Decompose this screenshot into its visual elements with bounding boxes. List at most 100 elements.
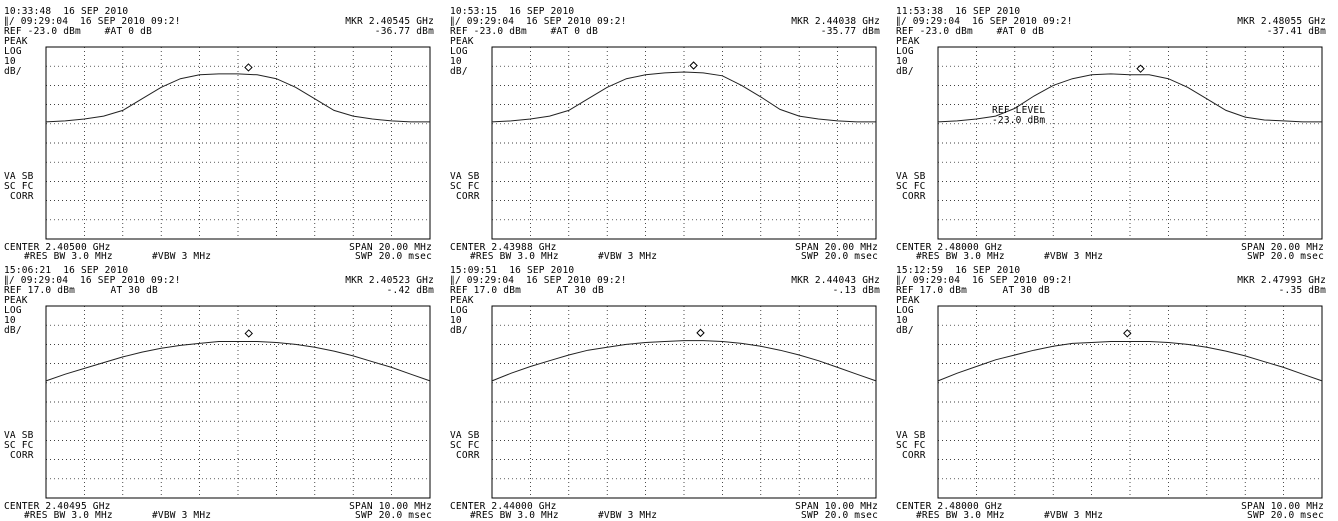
va-sb-label: VA SB [896, 430, 926, 441]
sub-timestamp: ∥∕ 09:29:04 16 SEP 2010 09:2! [4, 16, 181, 27]
va-sb-label: VA SB [4, 171, 34, 182]
marker-diamond-icon [689, 61, 698, 70]
spectrum-svg [491, 46, 877, 240]
hp-logo-icon: ∥∕ [4, 275, 15, 286]
marker-frequency: MKR 2.44043 GHz [791, 275, 880, 286]
corr-label: CORR [902, 450, 926, 461]
sub-timestamp: ∥∕ 09:29:04 16 SEP 2010 09:2! [896, 275, 1073, 286]
scale-label: 10 [450, 315, 462, 326]
frequency-span: SPAN 10.00 MHz [349, 501, 432, 512]
spectrum-plot [491, 305, 877, 499]
spectrum-trace [491, 71, 876, 123]
spectrum-svg [45, 46, 431, 240]
sc-fc-label: SC FC [450, 181, 480, 192]
center-frequency: CENTER 2.48000 GHz [896, 501, 1003, 512]
spectrum-trace [45, 341, 431, 382]
sweep-time: SWP 20.0 msec [1247, 510, 1324, 521]
unit-label: dB/ [450, 325, 468, 336]
log-label: LOG [4, 46, 22, 57]
reference-line: REF 17.0 dBm AT 30 dB [450, 285, 604, 296]
sweep-time: SWP 20.0 msec [355, 510, 432, 521]
resolution-bandwidth: #RES BW 3.0 MHz [24, 510, 113, 521]
marker-diamond-icon [696, 328, 705, 338]
reference-line: REF 17.0 dBm AT 30 dB [896, 285, 1050, 296]
spectrum-trace [937, 341, 1323, 382]
video-bandwidth: #VBW 3 MHz [598, 251, 658, 262]
spectrum-plot [45, 305, 431, 499]
marker-frequency: MKR 2.40545 GHz [345, 16, 434, 27]
hp-logo-icon: ∥∕ [4, 16, 15, 27]
sweep-time: SWP 20.0 msec [801, 510, 878, 521]
corr-label: CORR [456, 450, 480, 461]
spectrum-svg [937, 305, 1323, 499]
sc-fc-label: SC FC [4, 181, 34, 192]
sweep-time: SWP 20.0 msec [801, 251, 878, 262]
marker-frequency: MKR 2.44038 GHz [791, 16, 880, 27]
hp-logo-icon: ∥∕ [896, 16, 907, 27]
va-sb-label: VA SB [450, 430, 480, 441]
marker-amplitude: -.13 dBm [832, 285, 880, 296]
log-label: LOG [4, 305, 22, 316]
center-frequency: CENTER 2.43988 GHz [450, 242, 557, 253]
scale-label: 10 [896, 315, 908, 326]
spectrum-panel-3: 11:53:38 16 SEP 2010 ∥∕ 09:29:04 16 SEP … [892, 6, 1332, 262]
va-sb-label: VA SB [896, 171, 926, 182]
resolution-bandwidth: #RES BW 3.0 MHz [470, 251, 559, 262]
marker-amplitude: -36.77 dBm [374, 26, 434, 37]
marker-frequency: MKR 2.40523 GHz [345, 275, 434, 286]
va-sb-label: VA SB [450, 171, 480, 182]
corr-label: CORR [10, 191, 34, 202]
detector-label: PEAK [450, 36, 474, 47]
marker-amplitude: -.35 dBm [1278, 285, 1326, 296]
reference-line: REF -23.0 dBm #AT 0 dB [450, 26, 598, 37]
sc-fc-label: SC FC [450, 440, 480, 451]
marker-diamond-icon [244, 63, 253, 72]
corr-label: CORR [456, 191, 480, 202]
timestamp: 15:06:21 16 SEP 2010 [4, 265, 129, 276]
spectrum-plot [937, 305, 1323, 499]
video-bandwidth: #VBW 3 MHz [598, 510, 658, 521]
log-label: LOG [896, 46, 914, 57]
scale-label: 10 [4, 315, 16, 326]
spectrum-svg [937, 46, 1323, 240]
sweep-time: SWP 20.0 msec [1247, 251, 1324, 262]
scale-label: 10 [4, 56, 16, 67]
sub-timestamp: ∥∕ 09:29:04 16 SEP 2010 09:2! [450, 275, 627, 286]
sweep-time: SWP 20.0 msec [355, 251, 432, 262]
spectrum-plot [937, 46, 1323, 240]
spectrum-panel-2: 10:53:15 16 SEP 2010 ∥∕ 09:29:04 16 SEP … [446, 6, 886, 262]
resolution-bandwidth: #RES BW 3.0 MHz [916, 251, 1005, 262]
spectrum-trace [937, 73, 1322, 123]
reference-line: REF 17.0 dBm AT 30 dB [4, 285, 158, 296]
marker-frequency: MKR 2.48055 GHz [1237, 16, 1326, 27]
video-bandwidth: #VBW 3 MHz [1044, 251, 1104, 262]
spectrum-svg [491, 305, 877, 499]
marker-amplitude: -37.41 dBm [1266, 26, 1326, 37]
detector-label: PEAK [450, 295, 474, 306]
video-bandwidth: #VBW 3 MHz [152, 251, 212, 262]
ref-level-annotation: REF LEVEL -23.0 dBm [992, 105, 1046, 126]
hp-logo-icon: ∥∕ [450, 275, 461, 286]
center-frequency: CENTER 2.44000 GHz [450, 501, 557, 512]
timestamp: 10:33:48 16 SEP 2010 [4, 6, 129, 17]
spectrum-trace [45, 73, 430, 123]
marker-diamond-icon [244, 329, 253, 338]
center-frequency: CENTER 2.40495 GHz [4, 501, 111, 512]
frequency-span: SPAN 10.00 MHz [795, 501, 878, 512]
marker-diamond-icon [1136, 64, 1145, 73]
va-sb-label: VA SB [4, 430, 34, 441]
resolution-bandwidth: #RES BW 3.0 MHz [916, 510, 1005, 521]
spectrum-panel-5: 15:09:51 16 SEP 2010 ∥∕ 09:29:04 16 SEP … [446, 265, 886, 521]
center-frequency: CENTER 2.48000 GHz [896, 242, 1003, 253]
reference-line: REF -23.0 dBm #AT 0 dB [896, 26, 1044, 37]
resolution-bandwidth: #RES BW 3.0 MHz [470, 510, 559, 521]
spectrum-svg [45, 305, 431, 499]
marker-amplitude: -35.77 dBm [820, 26, 880, 37]
resolution-bandwidth: #RES BW 3.0 MHz [24, 251, 113, 262]
detector-label: PEAK [896, 36, 920, 47]
sc-fc-label: SC FC [896, 181, 926, 192]
frequency-span: SPAN 20.00 MHz [795, 242, 878, 253]
unit-label: dB/ [896, 325, 914, 336]
timestamp: 10:53:15 16 SEP 2010 [450, 6, 575, 17]
timestamp: 15:12:59 16 SEP 2010 [896, 265, 1021, 276]
